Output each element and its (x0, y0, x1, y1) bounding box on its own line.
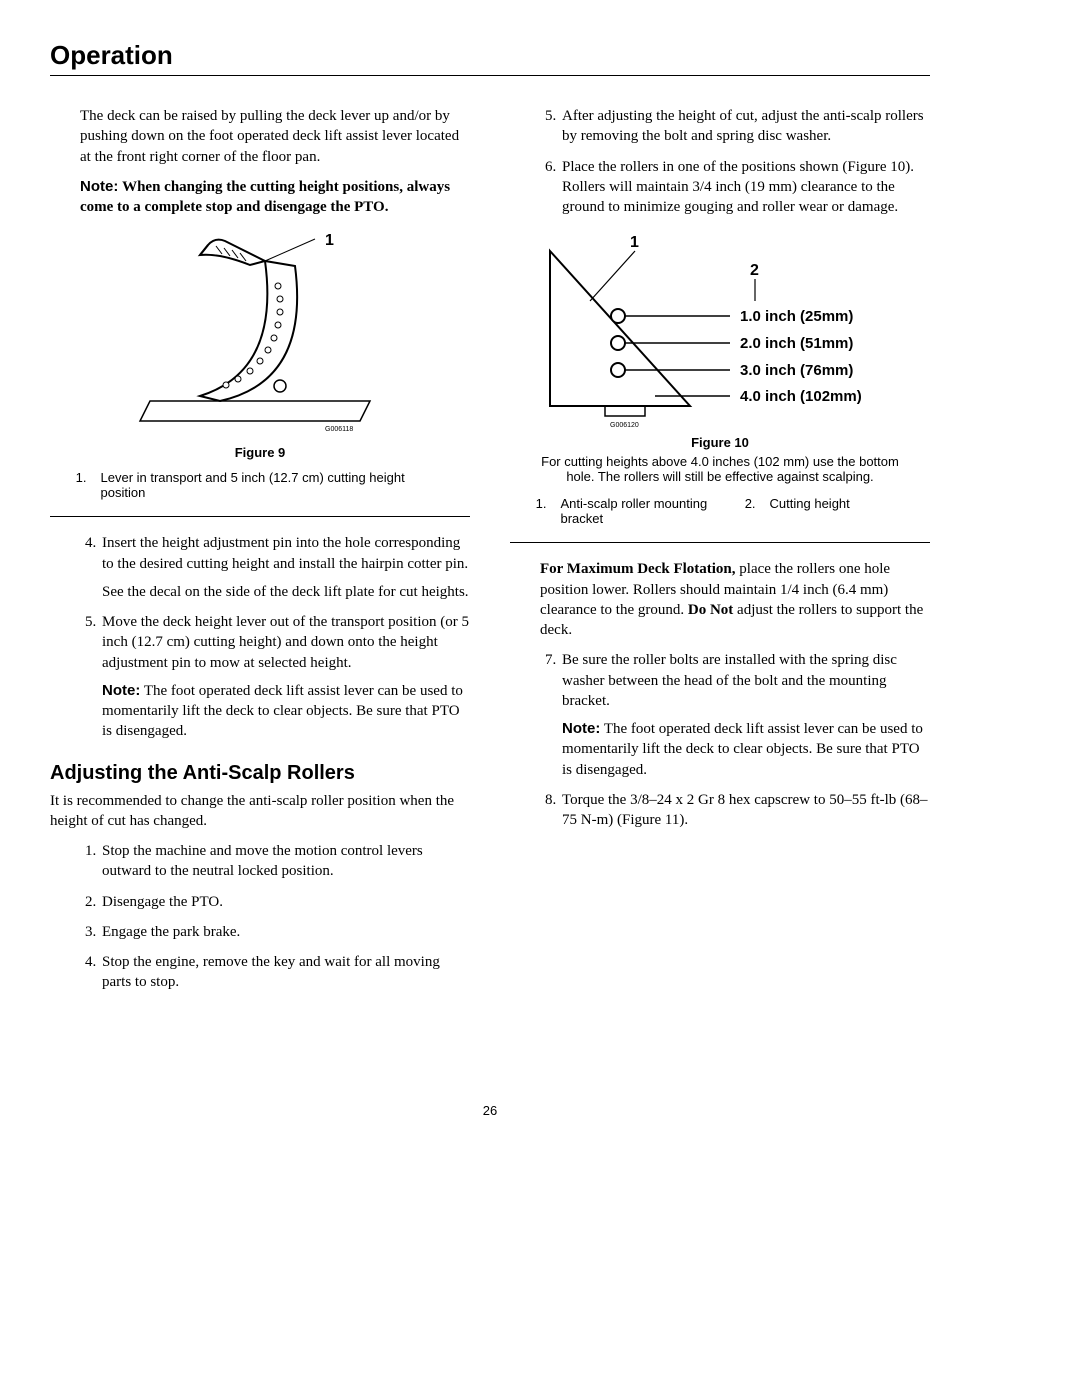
as-step-7: Be sure the roller bolts are installed w… (560, 650, 930, 780)
anti-scalp-steps-1-4: Stop the machine and move the motion con… (50, 841, 470, 993)
figure-10-caption: Figure 10 (510, 435, 930, 450)
fig9-code: G006118 (325, 426, 353, 433)
as-step-4: Stop the engine, remove the key and wait… (100, 952, 470, 993)
as-step-5: After adjusting the height of cut, adjus… (560, 106, 930, 147)
step-4-text: Insert the height adjustment pin into th… (102, 535, 468, 571)
title-rule (50, 75, 930, 76)
legend-num: 1. (523, 494, 553, 528)
step-5-note: Note: The foot operated deck lift assist… (102, 681, 470, 742)
do-not: Do Not (688, 602, 733, 618)
fig10-label-1: 1.0 inch (25mm) (740, 308, 853, 325)
section-title: Operation (50, 40, 930, 71)
note-label: Note: (102, 682, 140, 699)
anti-scalp-steps-5-6: After adjusting the height of cut, adjus… (510, 106, 930, 217)
as-step-3: Engage the park brake. (100, 922, 470, 942)
legend-text: Anti-scalp roller mounting bracket (555, 494, 730, 528)
as-step-8: Torque the 3/8–24 x 2 Gr 8 hex capscrew … (560, 790, 930, 831)
figure-9: 1 G006118 Figure 9 1. Lever in transport… (50, 231, 470, 517)
figure-10: 1 2 1.0 inch (25mm) 2.0 inch (51mm) 3.0 … (510, 231, 930, 543)
step-4b-text: See the decal on the side of the deck li… (102, 582, 470, 602)
step-5-text: Move the deck height lever out of the tr… (102, 614, 469, 671)
note-text: When changing the cutting height positio… (80, 179, 450, 215)
anti-scalp-intro: It is recommended to change the anti-sca… (50, 791, 470, 832)
note-label: Note: (562, 720, 600, 737)
legend-num: 1. (63, 468, 93, 502)
flotation-paragraph: For Maximum Deck Flotation, place the ro… (540, 559, 930, 640)
page-number: 26 (50, 1103, 930, 1118)
step-7-note: Note: The foot operated deck lift assist… (562, 719, 930, 780)
fig9-callout-1: 1 (325, 232, 334, 249)
intro-paragraph: The deck can be raised by pulling the de… (80, 106, 470, 167)
left-steps-4-5: Insert the height adjustment pin into th… (50, 533, 470, 741)
step-4: Insert the height adjustment pin into th… (100, 533, 470, 602)
fig10-callout-2: 2 (750, 262, 759, 279)
figure-9-legend: 1. Lever in transport and 5 inch (12.7 c… (61, 466, 460, 504)
fig10-label-3: 3.0 inch (76mm) (740, 362, 853, 379)
note-text: The foot operated deck lift assist lever… (562, 721, 923, 778)
note-label: Note: (80, 178, 118, 195)
step-7-text: Be sure the roller bolts are installed w… (562, 652, 897, 709)
fig10-code: G006120 (610, 422, 639, 429)
fig10-label-4: 4.0 inch (102mm) (740, 388, 862, 405)
figure-9-caption: Figure 9 (50, 445, 470, 460)
figure-10-svg: 1 2 1.0 inch (25mm) 2.0 inch (51mm) 3.0 … (520, 231, 920, 431)
legend-text: Lever in transport and 5 inch (12.7 cm) … (95, 468, 458, 502)
figure-10-rule (510, 542, 930, 543)
legend-text: Cutting height (764, 494, 918, 528)
anti-scalp-heading: Adjusting the Anti-Scalp Rollers (50, 762, 470, 785)
note-text: The foot operated deck lift assist lever… (102, 683, 463, 740)
figure-9-rule (50, 516, 470, 517)
figure-9-svg: 1 G006118 (130, 231, 390, 441)
step-5: Move the deck height lever out of the tr… (100, 612, 470, 742)
figure-10-note: For cutting heights above 4.0 inches (10… (530, 454, 910, 484)
figure-10-legend: 1. Anti-scalp roller mounting bracket 2.… (521, 492, 920, 530)
fig10-callout-1: 1 (630, 234, 639, 251)
as-step-6: Place the rollers in one of the position… (560, 157, 930, 218)
anti-scalp-steps-7-8: Be sure the roller bolts are installed w… (510, 650, 930, 830)
as-step-1: Stop the machine and move the motion con… (100, 841, 470, 882)
cutting-height-note: Note: When changing the cutting height p… (80, 177, 470, 218)
as-step-2: Disengage the PTO. (100, 892, 470, 912)
flotation-label: For Maximum Deck Flotation, (540, 561, 736, 577)
fig10-label-2: 2.0 inch (51mm) (740, 335, 853, 352)
legend-num: 2. (732, 494, 762, 528)
